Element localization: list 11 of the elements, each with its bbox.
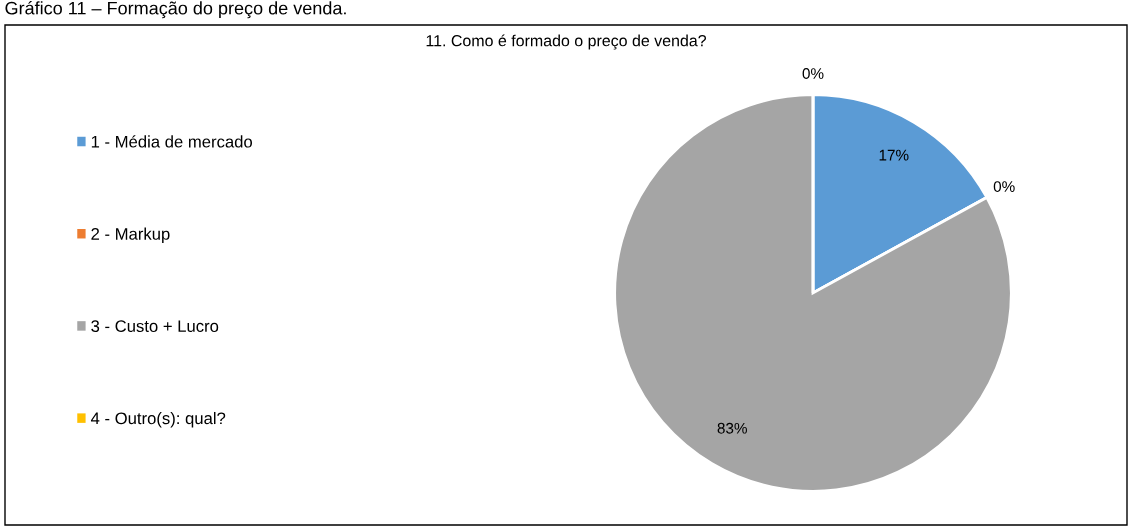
pie-slice bbox=[613, 93, 1013, 493]
text: Gráfico 11 – Formação do preço de venda. bbox=[5, 1, 346, 19]
legend-label: 2 - Markup bbox=[91, 227, 170, 244]
legend-label: 3 - Custo + Lucro bbox=[91, 320, 219, 333]
legend-label: 4 - Outro(s): qual? bbox=[90, 411, 226, 428]
text: 0% bbox=[802, 68, 824, 79]
data-label: 83% bbox=[717, 422, 747, 434]
legend-label: 1 - Média de mercado bbox=[91, 135, 253, 148]
chart-title: 11. Como é formado o preço de venda? bbox=[426, 34, 707, 50]
data-label: 17% bbox=[879, 149, 909, 161]
text: 0% bbox=[993, 181, 1015, 192]
